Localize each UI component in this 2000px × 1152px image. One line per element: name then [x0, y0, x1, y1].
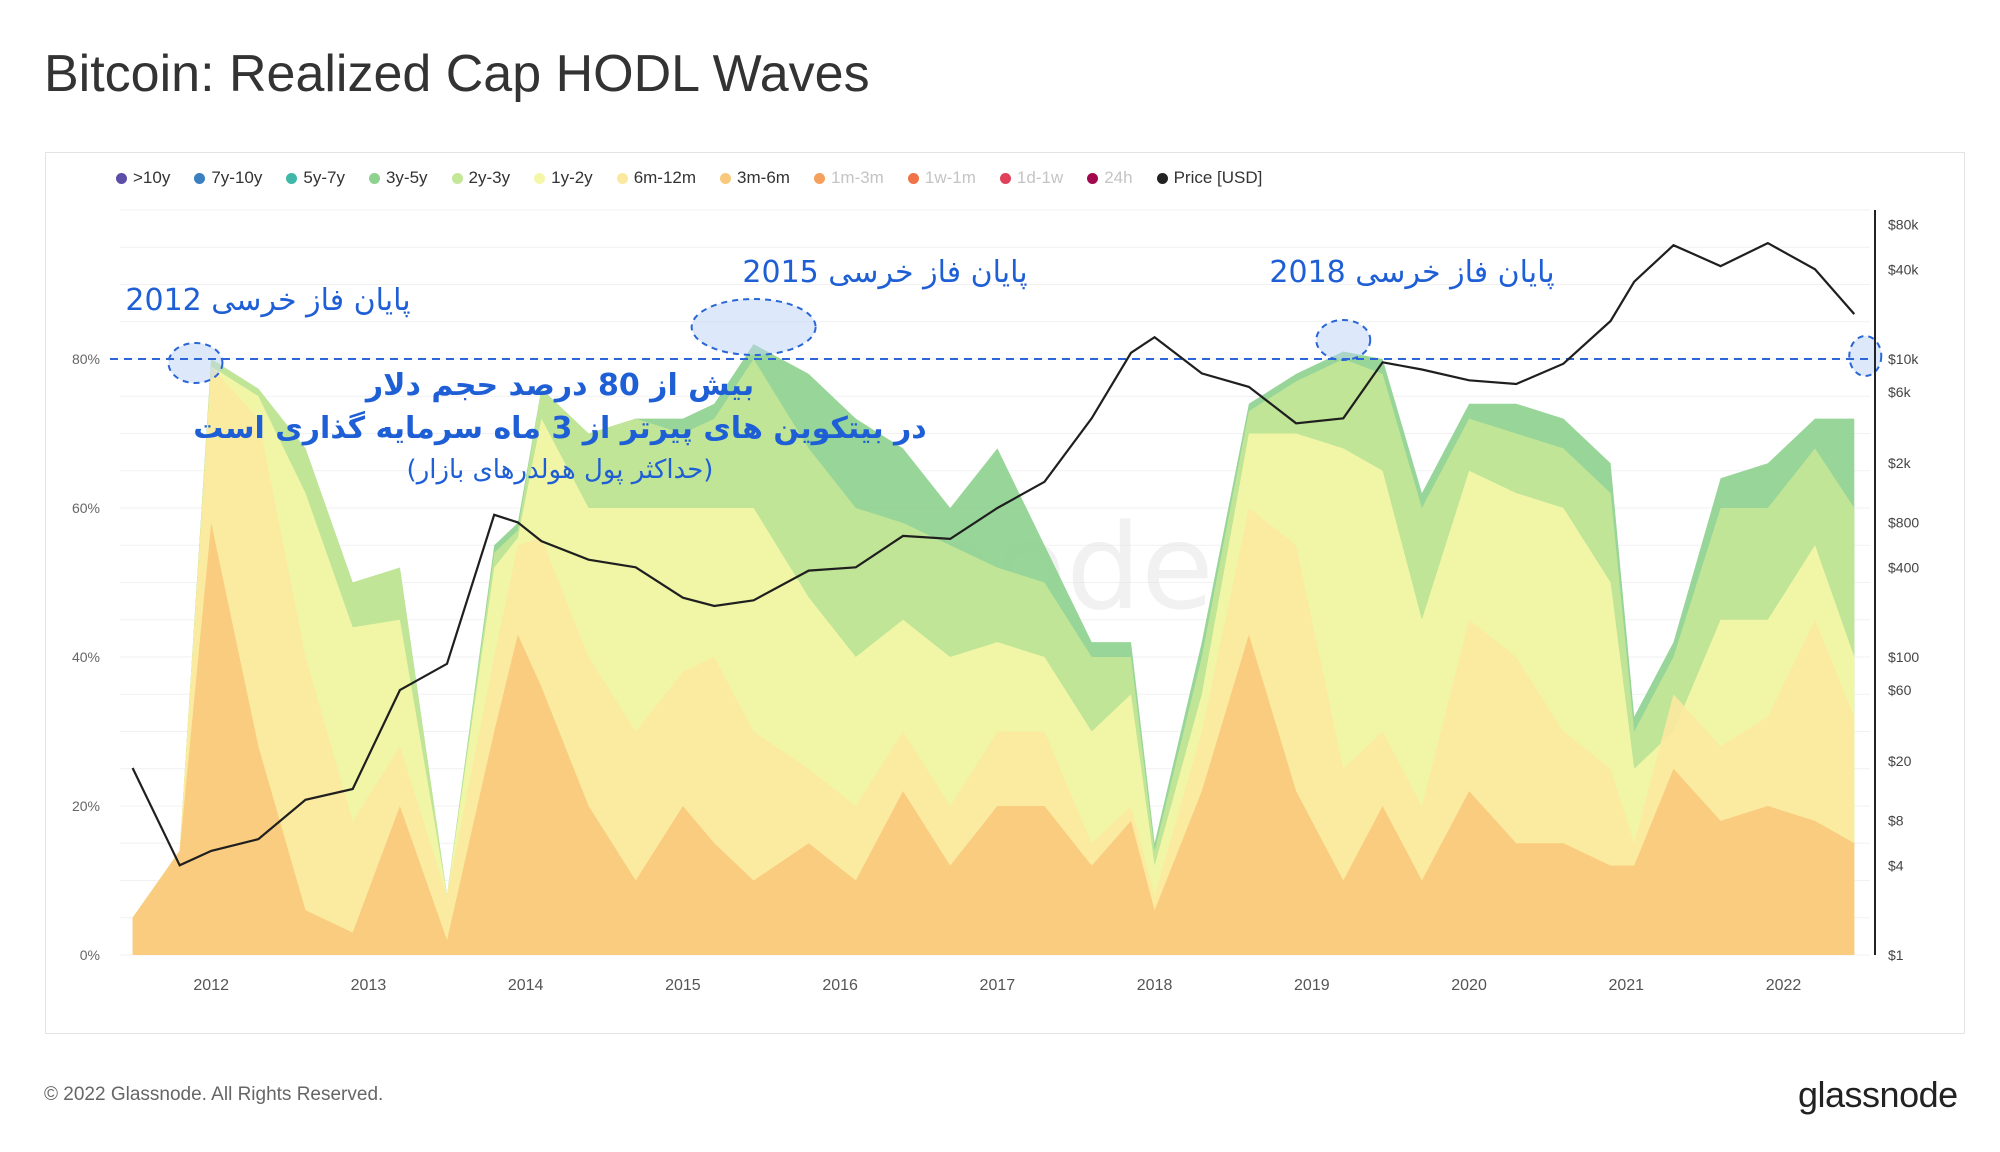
legend-item[interactable]: >10y — [116, 168, 170, 188]
y-tick-label: 40% — [72, 649, 100, 665]
legend-label: 1w-1m — [924, 168, 976, 187]
legend-label: 5y-7y — [303, 168, 345, 187]
legend-label: 7y-10y — [211, 168, 263, 187]
x-tick-label: 2020 — [1451, 977, 1487, 994]
price-tick-label: $8 — [1888, 812, 1904, 828]
annotation-bear-2015: پایان فاز خرسی 2015 — [742, 255, 1027, 290]
price-tick-label: $60 — [1888, 682, 1912, 698]
legend-dot-icon — [451, 172, 463, 184]
legend-dot-icon — [1156, 172, 1168, 184]
annotation-bear-2012: پایان فاز خرسی 2012 — [125, 283, 410, 318]
x-tick-label: 2015 — [665, 977, 701, 994]
annotation-ellipse — [167, 342, 224, 384]
legend-item[interactable]: 1d-1w — [999, 168, 1064, 188]
area-3m-6m — [132, 522, 1855, 955]
area-series — [132, 344, 1855, 956]
price-line — [131, 241, 1856, 867]
annotation-circles — [167, 298, 1883, 384]
y-tick-label: 20% — [72, 798, 100, 814]
legend-dot-icon — [194, 172, 206, 184]
brand-logo[interactable]: glassnode — [1798, 1074, 1958, 1115]
price-tick-label: $1 — [1888, 947, 1904, 963]
price-tick-label: $40k — [1888, 261, 1919, 277]
legend-dot-icon — [534, 172, 546, 184]
legend-item[interactable]: 3m-6m — [720, 168, 790, 188]
legend-label: 1d-1w — [1016, 168, 1064, 187]
annotation-ellipse — [1848, 335, 1883, 377]
legend-label: 3y-5y — [385, 168, 428, 187]
legend-item[interactable]: Price [USD] — [1156, 168, 1263, 188]
legend-dot-icon — [720, 172, 732, 184]
x-tick-label: 2022 — [1766, 977, 1802, 994]
y-tick-label: 60% — [72, 500, 100, 516]
legend-dot-icon — [616, 172, 628, 184]
legend-item[interactable]: 7y-10y — [194, 168, 262, 188]
legend-label: 2y-3y — [468, 168, 511, 187]
x-tick-label: 2018 — [1137, 977, 1173, 994]
annotation-text: پایان فاز خرسی 2012 پایان فاز خرسی 2015 پا… — [125, 255, 1554, 485]
legend-label: >10y — [133, 168, 171, 187]
price-tick-label: $100 — [1888, 649, 1919, 665]
copyright: © 2022 Glassnode. All Rights Reserved. — [44, 1084, 384, 1105]
legend-item[interactable]: 2y-3y — [451, 168, 511, 188]
x-tick-label: 2016 — [822, 977, 858, 994]
y-tick-label: 0% — [80, 947, 100, 963]
y-tick-label: 80% — [72, 351, 100, 367]
annotation-ellipse — [1315, 319, 1372, 361]
annotation-main-line3: (حداکثر پول هولدرهای بازار) — [407, 455, 714, 485]
legend-label: Price [USD] — [1173, 168, 1263, 187]
legend-label: 1m-3m — [830, 168, 884, 187]
legend-label: 1y-2y — [551, 168, 593, 187]
annotation-main-line1: بیش از 80 درصد حجم دلار — [364, 368, 754, 403]
price-tick-label: $400 — [1888, 559, 1919, 575]
x-tick-label: 2021 — [1608, 977, 1644, 994]
price-tick-label: $800 — [1888, 514, 1919, 530]
annotation-bear-2018: پایان فاز خرسی 2018 — [1269, 255, 1554, 290]
legend: >10y 7y-10y 5y-7y 3y-5y 2y-3y 1y-2y 6m-12m 3m-6… — [116, 168, 1286, 188]
price-tick-label: $2k — [1888, 455, 1912, 471]
annotation-ellipse — [690, 298, 817, 356]
legend-label: 6m-12m — [633, 168, 697, 187]
legend-item[interactable]: 6m-12m — [616, 168, 697, 188]
x-tick-label: 2013 — [351, 977, 387, 994]
price-tick-label: $10k — [1888, 351, 1919, 367]
x-tick-label: 2017 — [980, 977, 1016, 994]
price-tick-label: $6k — [1888, 384, 1912, 400]
legend-dot-icon — [286, 172, 298, 184]
legend-item[interactable]: 5y-7y — [286, 168, 345, 188]
legend-dot-icon — [999, 172, 1011, 184]
legend-label: 24h — [1104, 168, 1133, 187]
price-tick-label: $80k — [1888, 216, 1919, 232]
legend-item[interactable]: 3y-5y — [368, 168, 428, 188]
legend-label: 3m-6m — [737, 168, 790, 187]
legend-dot-icon — [116, 172, 127, 184]
legend-item[interactable]: 24h — [1087, 168, 1133, 188]
legend-dot-icon — [368, 172, 380, 184]
legend-dot-icon — [907, 172, 919, 184]
legend-dot-icon — [1087, 172, 1099, 184]
axes: 0% 20% 40% 60% 80% $1 $4 $8 $20 $60 $100 $400 $800 $2… — [72, 210, 1919, 994]
x-tick-label: 2014 — [508, 977, 544, 994]
x-tick-label: 2019 — [1294, 977, 1330, 994]
page-title: Bitcoin: Realized Cap HODL Waves — [44, 45, 870, 103]
legend-dot-icon — [813, 172, 825, 184]
legend-item[interactable]: 1m-3m — [813, 168, 884, 188]
legend-item[interactable]: 1w-1m — [907, 168, 976, 188]
price-tick-label: $20 — [1888, 753, 1912, 769]
x-tick-label: 2012 — [193, 977, 229, 994]
legend-item[interactable]: 1y-2y — [534, 168, 593, 188]
chart-frame — [45, 152, 1965, 1034]
annotation-main-line2: در بیتکوین های پیرتر از 3 ماه سرمایه گذا… — [193, 410, 926, 446]
price-tick-label: $4 — [1888, 857, 1904, 873]
